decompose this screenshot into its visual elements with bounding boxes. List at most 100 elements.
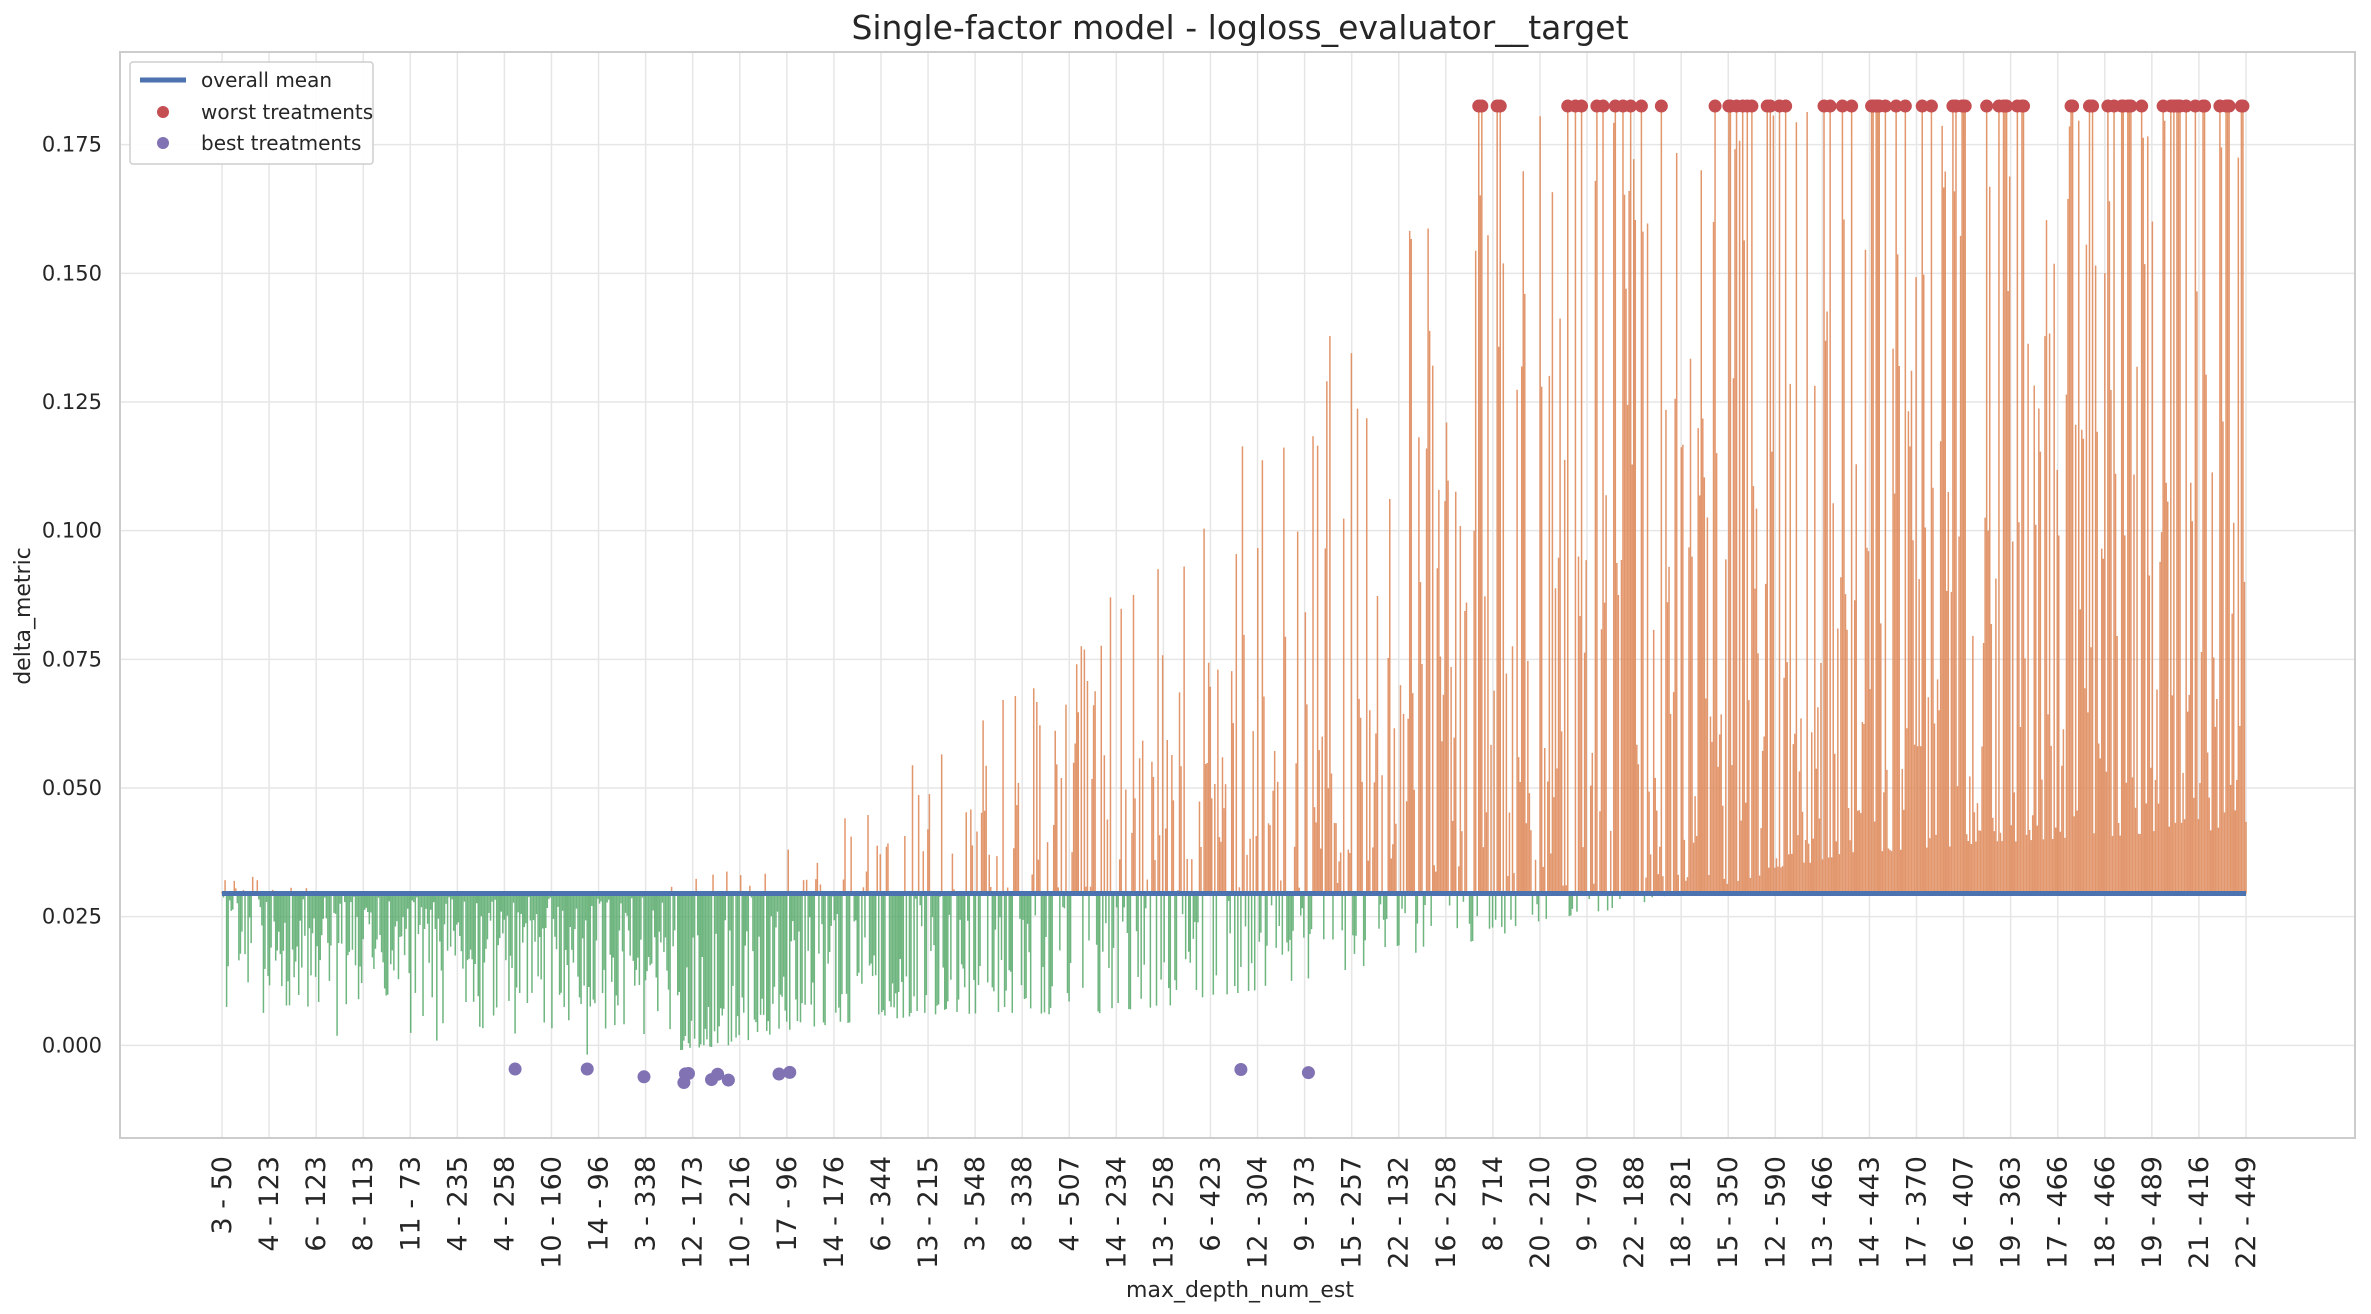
x-tick-label: 21 - 416 <box>2184 1156 2215 1269</box>
x-tick-label: 13 - 466 <box>1807 1156 1838 1269</box>
worst-treatment-point <box>1654 99 1668 113</box>
legend: overall mean worst treatments best treat… <box>129 61 374 165</box>
x-tick-label: 4 - 235 <box>442 1156 473 1252</box>
best-treatment-point <box>637 1070 651 1084</box>
worst-treatment-point <box>1575 99 1589 113</box>
x-tick-label: 3 - 50 <box>207 1156 238 1234</box>
x-tick-label: 4 - 507 <box>1054 1156 1085 1252</box>
x-tick-label: 8 - 338 <box>1007 1156 1038 1252</box>
best-treatment-point <box>580 1062 594 1076</box>
x-tick-label: 14 - 176 <box>819 1156 850 1269</box>
worst-treatment-point <box>2236 99 2250 113</box>
x-tick-label: 20 - 210 <box>1525 1156 1556 1269</box>
legend-best-swatch <box>157 137 169 149</box>
x-tick-label: 8 - 113 <box>348 1156 379 1252</box>
x-tick-label: 19 - 363 <box>1996 1156 2027 1269</box>
x-tick-label: 3 - 548 <box>960 1156 991 1252</box>
x-tick-label: 6 - 123 <box>301 1156 332 1252</box>
worst-treatment-point <box>1980 99 1994 113</box>
x-tick-label: 13 - 258 <box>1148 1156 1179 1269</box>
plot-frame <box>119 51 2356 1139</box>
x-tick-label: 12 - 304 <box>1243 1156 1274 1269</box>
worst-treatment-point <box>2000 99 2014 113</box>
worst-treatment-point <box>1924 99 1938 113</box>
y-tick-label: 0.025 <box>42 905 102 929</box>
worst-treatment-point <box>1823 99 1837 113</box>
x-tick-label: 15 - 350 <box>1713 1156 1744 1269</box>
worst-treatment-point <box>2124 99 2138 113</box>
best-treatment-points <box>508 1062 1315 1090</box>
x-tick-label: 11 - 73 <box>395 1156 426 1252</box>
chart-title: Single-factor model - logloss_evaluator_… <box>851 8 1628 47</box>
worst-treatment-point <box>1708 99 1722 113</box>
worst-treatment-point <box>1898 99 1912 113</box>
best-treatment-point <box>772 1067 786 1081</box>
worst-treatment-point <box>2135 99 2149 113</box>
y-tick-label: 0.175 <box>42 133 102 157</box>
best-treatment-point <box>783 1065 797 1079</box>
worst-treatment-point <box>1958 99 1972 113</box>
x-tick-label: 13 - 215 <box>913 1156 944 1269</box>
x-tick-label: 4 - 258 <box>489 1156 520 1252</box>
x-tick-label: 6 - 423 <box>1195 1156 1226 1252</box>
worst-treatment-point <box>1596 99 1610 113</box>
best-treatment-point <box>681 1067 695 1081</box>
worst-treatment-point <box>2086 99 2100 113</box>
x-tick-label: 10 - 216 <box>725 1156 756 1269</box>
worst-treatment-point <box>1845 99 1859 113</box>
x-tick-label: 15 - 257 <box>1337 1156 1368 1269</box>
x-tick-label: 18 - 281 <box>1666 1156 1697 1269</box>
grid <box>120 52 2355 1138</box>
worst-treatment-point <box>2222 99 2236 113</box>
x-tick-label: 19 - 489 <box>2137 1156 2168 1269</box>
bars <box>221 106 2247 1055</box>
legend-worst-swatch <box>157 106 169 118</box>
y-axis-label: delta_metric <box>11 547 36 685</box>
x-tick-label: 8 - 714 <box>1478 1156 1509 1252</box>
worst-treatment-point <box>1779 99 1793 113</box>
x-tick-label: 3 - 338 <box>631 1156 662 1252</box>
y-axis-ticks: 0.000 0.025 0.050 0.075 0.100 0.125 0.150 0.175 <box>42 133 102 1058</box>
best-treatment-point <box>508 1062 522 1076</box>
worst-treatment-point <box>2016 99 2030 113</box>
x-tick-label: 12 - 590 <box>1760 1156 1791 1269</box>
x-tick-label: 10 - 160 <box>536 1156 567 1269</box>
x-axis-label: max_depth_num_est <box>1126 1278 1354 1303</box>
y-tick-label: 0.000 <box>42 1033 102 1057</box>
worst-treatment-point <box>1624 99 1638 113</box>
x-tick-label: 17 - 370 <box>1902 1156 1933 1269</box>
worst-treatment-point <box>1493 99 1507 113</box>
x-tick-label: 12 - 173 <box>678 1156 709 1269</box>
best-treatment-point <box>1301 1066 1315 1080</box>
worst-treatment-point <box>1889 99 1903 113</box>
legend-label-best-treatments: best treatments <box>201 131 361 155</box>
plot-area <box>119 51 2356 1139</box>
y-tick-label: 0.100 <box>42 519 102 543</box>
y-tick-label: 0.075 <box>42 647 102 671</box>
x-tick-label: 22 - 449 <box>2231 1156 2262 1269</box>
x-tick-label: 6 - 344 <box>866 1156 897 1252</box>
worst-treatment-point <box>1763 99 1777 113</box>
y-tick-label: 0.150 <box>42 261 102 285</box>
worst-treatment-point <box>1475 99 1489 113</box>
x-tick-label: 4 - 123 <box>254 1156 285 1252</box>
x-tick-label: 17 - 466 <box>2043 1156 2074 1269</box>
x-tick-label: 22 - 132 <box>1384 1156 1415 1269</box>
x-tick-label: 16 - 258 <box>1431 1156 1462 1269</box>
best-treatment-point <box>1234 1062 1248 1076</box>
best-treatment-point <box>711 1067 725 1081</box>
worst-treatment-point <box>1915 99 1929 113</box>
worst-treatment-point <box>1835 99 1849 113</box>
worst-treatment-point <box>1634 99 1648 113</box>
worst-treatment-point <box>1745 99 1759 113</box>
x-tick-label: 14 - 96 <box>584 1156 615 1252</box>
x-tick-label: 9 - 790 <box>1572 1156 1603 1252</box>
best-treatment-point <box>721 1073 735 1087</box>
x-tick-label: 14 - 443 <box>1854 1156 1885 1269</box>
y-tick-label: 0.050 <box>42 776 102 800</box>
x-tick-label: 18 - 466 <box>2090 1156 2121 1269</box>
legend-label-worst-treatments: worst treatments <box>201 100 373 124</box>
worst-treatment-point <box>2179 99 2193 113</box>
worst-treatment-point <box>2198 99 2212 113</box>
